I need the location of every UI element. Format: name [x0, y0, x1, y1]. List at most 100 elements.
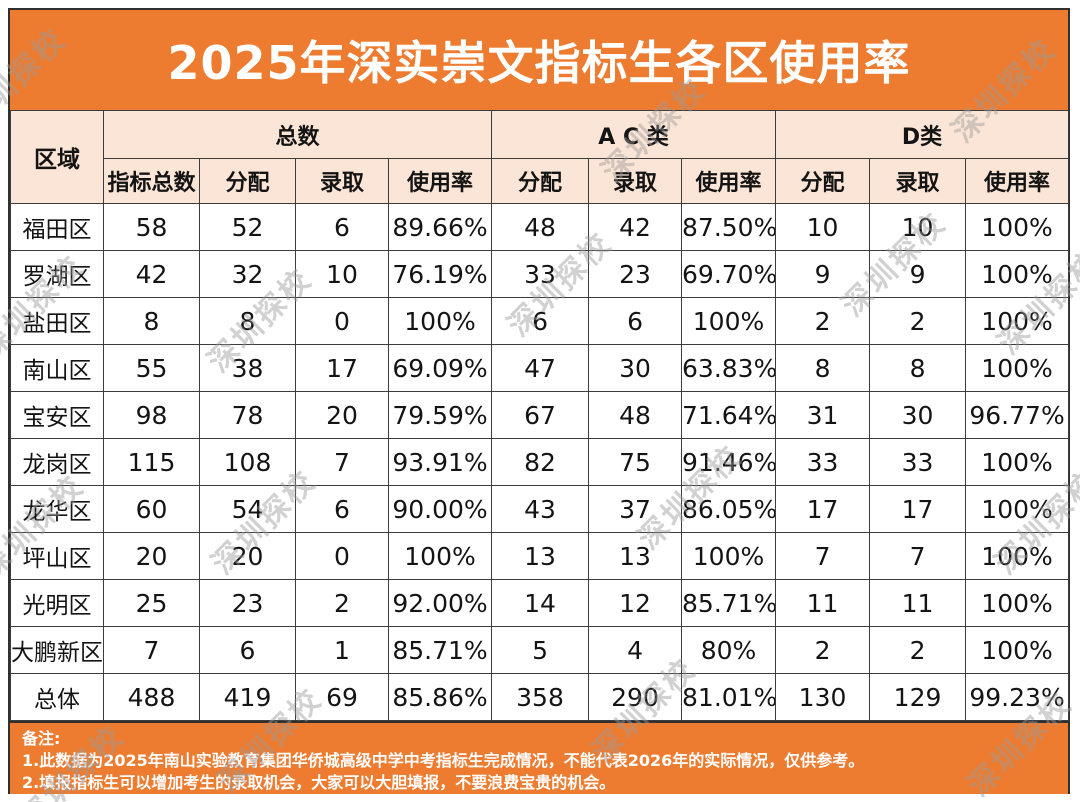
table-row: 福田区 58 52 6 89.66% 48 42 87.50% 10 10 100% [10, 203, 1070, 251]
value-cell: 82 [491, 438, 590, 486]
value-cell: 100% [387, 532, 493, 580]
value-cell: 100% [681, 297, 777, 345]
value-cell: 85.71% [681, 579, 777, 627]
value-cell: 17 [869, 485, 967, 533]
value-cell: 92.00% [387, 579, 493, 627]
value-cell: 23 [588, 250, 683, 298]
value-cell: 87.50% [681, 203, 777, 251]
table-header: 区域 总数 A C 类 D类 指标总数 分配 录取 使用率 分配 录取 使用率 … [10, 110, 1070, 204]
value-cell: 20 [103, 532, 200, 580]
value-cell: 91.46% [681, 438, 777, 486]
value-cell: 0 [295, 297, 389, 345]
group-header-total: 总数 [102, 110, 493, 159]
region-cell: 盐田区 [10, 297, 104, 345]
value-cell: 6 [491, 297, 590, 345]
value-cell: 100% [965, 485, 1070, 533]
table-row: 龙华区 60 54 6 90.00% 43 37 86.05% 17 17 100% [10, 485, 1070, 533]
value-cell: 78 [199, 391, 296, 439]
value-cell: 17 [295, 344, 389, 392]
region-cell: 坪山区 [10, 532, 104, 580]
value-cell: 33 [775, 438, 871, 486]
value-cell: 6 [199, 626, 296, 674]
value-cell: 20 [295, 391, 389, 439]
value-cell: 6 [295, 203, 389, 251]
value-cell: 98 [103, 391, 200, 439]
value-cell: 67 [491, 391, 590, 439]
col-header-total-alloc: 分配 [199, 158, 296, 204]
value-cell: 76.19% [387, 250, 493, 298]
group-header-d: D类 [775, 110, 1070, 159]
value-cell: 8 [103, 297, 200, 345]
value-cell: 52 [199, 203, 296, 251]
value-cell: 60 [103, 485, 200, 533]
value-cell: 48 [491, 203, 590, 251]
value-cell: 55 [103, 344, 200, 392]
value-cell: 47 [491, 344, 590, 392]
value-cell: 30 [869, 391, 967, 439]
table-row: 南山区 55 38 17 69.09% 47 30 63.83% 8 8 100% [10, 344, 1070, 392]
region-cell: 宝安区 [10, 391, 104, 439]
table-row: 总体 488 419 69 85.86% 358 290 81.01% 130 129 99.23% [10, 673, 1070, 721]
value-cell: 93.91% [387, 438, 493, 486]
note-line-1: 1.此数据为2025年南山实验教育集团华侨城高级中学中考指标生完成情况，不能代表… [22, 751, 865, 771]
value-cell: 69.70% [681, 250, 777, 298]
value-cell: 4 [588, 626, 683, 674]
value-cell: 48 [588, 391, 683, 439]
value-cell: 100% [965, 297, 1070, 345]
value-cell: 31 [775, 391, 871, 439]
page-title: 2025年深实崇文指标生各区使用率 [167, 36, 911, 90]
value-cell: 358 [491, 673, 590, 721]
value-cell: 33 [491, 250, 590, 298]
col-header-region: 区域 [10, 110, 104, 204]
value-cell: 96.77% [965, 391, 1070, 439]
value-cell: 12 [588, 579, 683, 627]
value-cell: 419 [199, 673, 296, 721]
region-cell: 福田区 [10, 203, 104, 251]
value-cell: 5 [491, 626, 590, 674]
value-cell: 100% [387, 297, 493, 345]
value-cell: 89.66% [387, 203, 493, 251]
col-header-total-quota: 指标总数 [103, 158, 200, 204]
col-header-d-alloc: 分配 [775, 158, 871, 204]
value-cell: 100% [965, 532, 1070, 580]
title-bar: 2025年深实崇文指标生各区使用率 [10, 10, 1068, 110]
value-cell: 17 [775, 485, 871, 533]
value-cell: 129 [869, 673, 967, 721]
value-cell: 42 [103, 250, 200, 298]
value-cell: 7 [295, 438, 389, 486]
value-cell: 11 [869, 579, 967, 627]
value-cell: 58 [103, 203, 200, 251]
value-cell: 63.83% [681, 344, 777, 392]
notes-panel: 备注: 1.此数据为2025年南山实验教育集团华侨城高级中学中考指标生完成情况，… [10, 721, 1068, 795]
value-cell: 100% [965, 344, 1070, 392]
col-header-d-admit: 录取 [869, 158, 967, 204]
value-cell: 85.71% [387, 626, 493, 674]
value-cell: 9 [869, 250, 967, 298]
region-cell: 大鹏新区 [10, 626, 104, 674]
region-cell: 总体 [10, 673, 104, 721]
table-row: 大鹏新区 7 6 1 85.71% 5 4 80% 2 2 100% [10, 626, 1070, 674]
value-cell: 30 [588, 344, 683, 392]
value-cell: 0 [295, 532, 389, 580]
region-cell: 罗湖区 [10, 250, 104, 298]
value-cell: 10 [295, 250, 389, 298]
col-header-total-admit: 录取 [295, 158, 389, 204]
sub-header-row: 指标总数 分配 录取 使用率 分配 录取 使用率 分配 录取 使用率 [11, 158, 1070, 204]
value-cell: 71.64% [681, 391, 777, 439]
value-cell: 8 [869, 344, 967, 392]
value-cell: 100% [965, 626, 1070, 674]
value-cell: 90.00% [387, 485, 493, 533]
value-cell: 8 [775, 344, 871, 392]
note-line-2: 2.填报指标生可以增加考生的录取机会，大家可以大胆填报，不要浪费宝贵的机会。 [22, 773, 616, 793]
value-cell: 37 [588, 485, 683, 533]
value-cell: 23 [199, 579, 296, 627]
value-cell: 100% [965, 203, 1070, 251]
value-cell: 488 [103, 673, 200, 721]
value-cell: 9 [775, 250, 871, 298]
region-cell: 光明区 [10, 579, 104, 627]
value-cell: 7 [103, 626, 200, 674]
value-cell: 6 [588, 297, 683, 345]
value-cell: 7 [775, 532, 871, 580]
value-cell: 2 [869, 297, 967, 345]
value-cell: 8 [199, 297, 296, 345]
